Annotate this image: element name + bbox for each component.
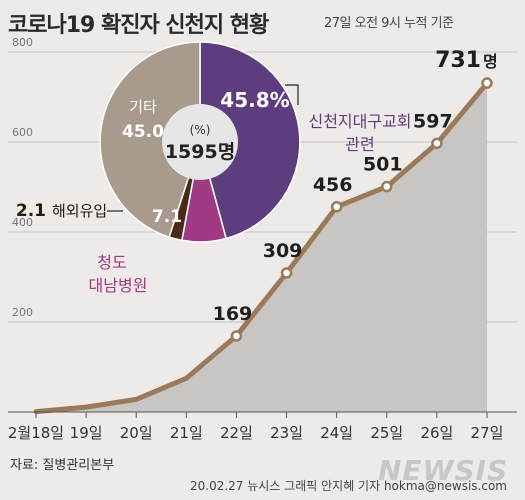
data-point-marker [431,137,443,150]
x-tick-label: 25일 [370,424,403,442]
data-label-unit: 명 [483,52,498,71]
pie-center [162,104,238,180]
data-label: 456 [313,174,353,196]
x-tick-label: 26일 [420,424,453,442]
pie-slice-label: 해외유입 [52,202,107,220]
y-tick-label: 400 [12,216,33,229]
data-point-marker [330,201,343,213]
series-line [33,80,490,415]
y-tick-label: 200 [12,306,33,319]
data-label: 309 [263,240,303,262]
data-point-marker [280,267,293,279]
data-point-marker [481,77,493,89]
x-tick-label: 20일 [120,424,153,442]
x-tick-label: 24일 [320,424,353,442]
data-point-marker [381,180,393,193]
pie-slice-label: 청도 [97,253,126,272]
source-note: 자료: 질병관리본부 [10,458,115,473]
y-tick-label: 800 [12,36,33,49]
pie-chart: (%) 1595명 45.8% 7.1 2.1 45.0 기타신천지대구교회관련청도대남병원… [16,41,412,295]
credit-line: 20.02.27 뉴시스 그래픽 안지혜 기자 hokma@newsis.com [190,479,507,493]
pie-slice-label: 관련 [345,135,374,154]
page-subtitle: 27일 오전 9시 누적 기준 [324,16,454,31]
data-label: 597 [413,110,453,132]
x-tick-label: 27일 [471,424,504,442]
labels-layer: 2월18일 19일 20일 21일 22일 23일 24일 25일 26일 27일 169 309 45… [8,48,504,442]
watermark-logo: NEWSIS [378,454,509,487]
data-point-marker [230,330,243,342]
pie-slice-value: 7.1 [152,207,182,227]
leader-line [285,84,299,105]
pie-slice-label: 대남병원 [89,276,148,295]
pie-slice [199,41,301,240]
y-tick-label: 600 [12,126,33,139]
pie-slice [99,41,201,239]
page-title: 코로나19 확진자 신천지 현황 [8,13,269,38]
x-tick-label: 2월18일 [8,424,64,442]
x-tick-label: 19일 [70,424,103,442]
pie-slice-label: 신천지대구교회 [308,112,411,131]
pie-center-unit: (%) [190,123,211,137]
markers-layer [230,77,493,342]
area-fill [36,83,487,412]
pie-slice-value: 45.8% [220,88,289,112]
data-label: 731 [435,48,481,73]
data-label: 501 [363,154,403,176]
x-tick-label: 21일 [170,424,203,442]
x-tick-label: 22일 [220,424,253,442]
pie-slice-label: 기타 [129,98,157,116]
pie-slice-value: 45.0 [122,122,164,142]
pie-slice-value: 2.1 [16,201,46,221]
data-label: 169 [213,303,253,325]
x-tick-label: 23일 [270,424,303,442]
pie-center-total: 1595명 [165,141,235,163]
